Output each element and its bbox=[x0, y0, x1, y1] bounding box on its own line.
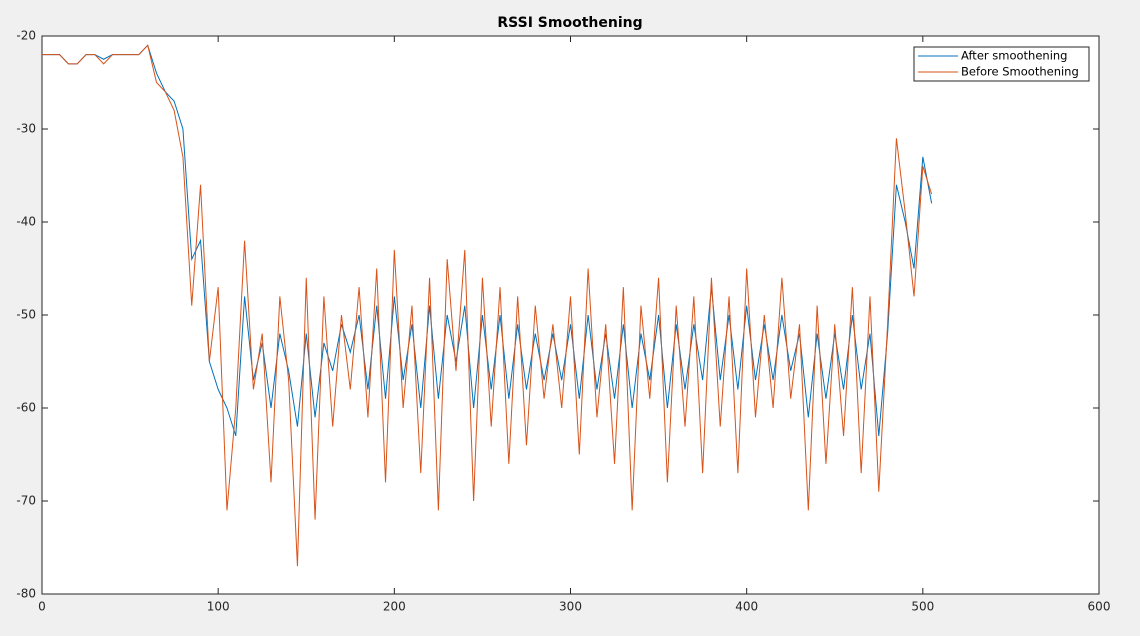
legend-label: Before Smoothening bbox=[961, 65, 1079, 79]
y-tick-label: -20 bbox=[16, 29, 36, 43]
x-tick-label: 500 bbox=[911, 600, 934, 614]
x-tick-label: 600 bbox=[1088, 600, 1111, 614]
y-tick-label: -30 bbox=[16, 122, 36, 136]
y-tick-label: -60 bbox=[16, 401, 36, 415]
legend: After smoothening Before Smoothening bbox=[913, 46, 1090, 82]
legend-label: After smoothening bbox=[961, 49, 1067, 63]
x-tick-label: 200 bbox=[383, 600, 406, 614]
legend-box bbox=[913, 46, 1090, 82]
plot-area bbox=[41, 35, 1100, 595]
y-tick-label: -40 bbox=[16, 215, 36, 229]
y-tick-label: -80 bbox=[16, 587, 36, 601]
x-tick-label: 300 bbox=[559, 600, 582, 614]
x-tick-label: 0 bbox=[38, 600, 46, 614]
y-tick-label: -50 bbox=[16, 308, 36, 322]
chart-title: RSSI Smoothening bbox=[497, 15, 642, 31]
y-tick-label: -70 bbox=[16, 494, 36, 508]
x-tick-label: 400 bbox=[735, 600, 758, 614]
series-line bbox=[42, 44, 933, 567]
x-tick-label: 100 bbox=[207, 600, 230, 614]
